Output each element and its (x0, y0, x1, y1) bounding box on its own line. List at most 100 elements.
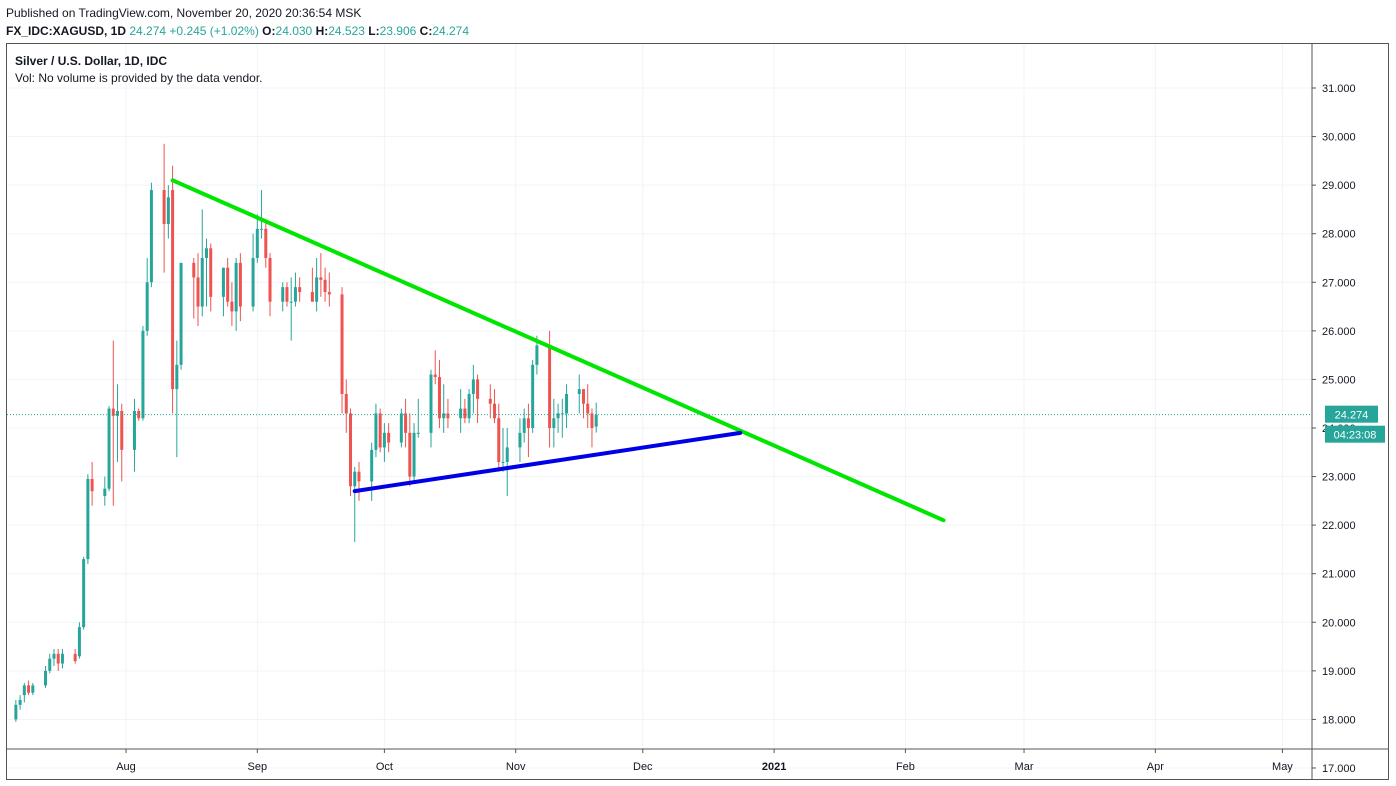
candle-body (323, 279, 327, 292)
x-tick-label: May (1272, 761, 1293, 773)
y-tick-label: 31.000 (1322, 83, 1356, 95)
candle-body (565, 393, 569, 414)
candle-body (594, 414, 598, 427)
resistance-trendline (170, 178, 946, 523)
candle-body (446, 413, 450, 419)
candle-body (560, 413, 564, 415)
price-change: +0.245 (+1.02%) (169, 24, 259, 38)
candle-body (488, 398, 492, 404)
candle-body (111, 408, 115, 416)
x-tick-label: Feb (896, 761, 915, 773)
candle-body (497, 418, 501, 462)
low-label: L: (368, 24, 380, 38)
candle-body (175, 364, 179, 390)
candle-body (399, 413, 403, 443)
candle-body (505, 447, 509, 462)
candle-body (315, 277, 319, 302)
candle-body (370, 449, 374, 482)
x-tick-label: Nov (506, 761, 526, 773)
y-tick-label: 23.000 (1322, 472, 1356, 484)
candle-body (412, 432, 416, 477)
ohlc-line: FX_IDC:XAGUSD, 1D 24.274 +0.245 (+1.02%)… (6, 22, 469, 40)
candle-body (416, 432, 420, 434)
candle-body (192, 262, 196, 278)
candle-body (319, 277, 323, 280)
candle-body (90, 478, 94, 492)
candle-body (344, 393, 348, 414)
countdown-tag-text: 04:23:08 (1334, 430, 1377, 442)
candle-body (31, 685, 35, 693)
candle-body (577, 389, 581, 394)
low-value: 23.906 (379, 24, 417, 38)
chart-frame[interactable] (6, 43, 1389, 780)
candle-body (226, 267, 230, 302)
candle-body (501, 461, 505, 463)
y-tick-label: 28.000 (1322, 229, 1356, 241)
candle-body (268, 257, 272, 302)
candle-body (238, 262, 242, 307)
chart-header: Published on TradingView.com, November 2… (6, 4, 469, 40)
candle-body (467, 393, 471, 419)
candle-body (52, 653, 56, 659)
candle-body (404, 413, 408, 433)
last-price-tag-text: 24.274 (1335, 410, 1369, 422)
candle-body (137, 410, 141, 419)
y-tick-label: 20.000 (1322, 617, 1356, 629)
x-tick-label: Dec (633, 761, 653, 773)
candles (14, 143, 598, 722)
candle-body (552, 418, 556, 428)
candle-body (382, 432, 386, 448)
candle-body (204, 248, 208, 258)
symbol-label: FX_IDC:XAGUSD, 1D (6, 24, 127, 38)
y-tick-label: 19.000 (1322, 666, 1356, 678)
y-tick-label: 18.000 (1322, 714, 1356, 726)
candle-body (526, 418, 530, 428)
candle-body (531, 364, 535, 428)
y-tick-label: 21.000 (1322, 569, 1356, 581)
y-tick-label: 17.000 (1322, 763, 1356, 775)
candle-body (310, 291, 314, 302)
candle-body (518, 432, 522, 448)
candle-body (429, 374, 433, 433)
candle-body (56, 653, 60, 664)
candle-body (349, 413, 353, 487)
candle-body (107, 408, 111, 489)
candle-body (522, 418, 526, 433)
candle-body (166, 197, 170, 224)
candle-body (586, 403, 590, 414)
trendlines[interactable] (170, 178, 946, 523)
candle-body (374, 413, 378, 450)
y-tick-label: 30.000 (1322, 132, 1356, 144)
close-label: C: (419, 24, 433, 38)
candle-body (340, 294, 344, 394)
candle-body (433, 374, 437, 377)
chart-legend: Silver / U.S. Dollar, 1D, IDC Vol: No vo… (15, 53, 262, 87)
grid (7, 44, 1312, 769)
x-tick-label: Oct (376, 761, 393, 773)
last-price: 24.274 (129, 24, 167, 38)
candle-body (535, 345, 539, 365)
candle-body (48, 658, 52, 671)
candle-body (132, 410, 136, 450)
candle-body (141, 330, 145, 419)
candle-body (209, 248, 213, 297)
support-trendline (352, 430, 743, 494)
candle-body (44, 670, 48, 686)
open-value: 24.030 (275, 24, 313, 38)
candle-body (437, 376, 441, 419)
candle-body (442, 413, 446, 419)
candle-body (149, 189, 153, 283)
price-tags: 24.274 04:23:08 (7, 405, 1385, 443)
candle-body (230, 301, 234, 312)
x-tick-label: 2021 (762, 761, 786, 773)
candle-body (251, 257, 255, 307)
candle-body (459, 408, 463, 419)
candle-body (357, 471, 361, 482)
high-value: 24.523 (328, 24, 365, 38)
candle-body (590, 413, 594, 428)
candle-body (120, 410, 124, 450)
legend-volume-note: Vol: No volume is provided by the data v… (15, 71, 263, 85)
candle-body (471, 379, 475, 394)
candle-body (255, 228, 259, 258)
